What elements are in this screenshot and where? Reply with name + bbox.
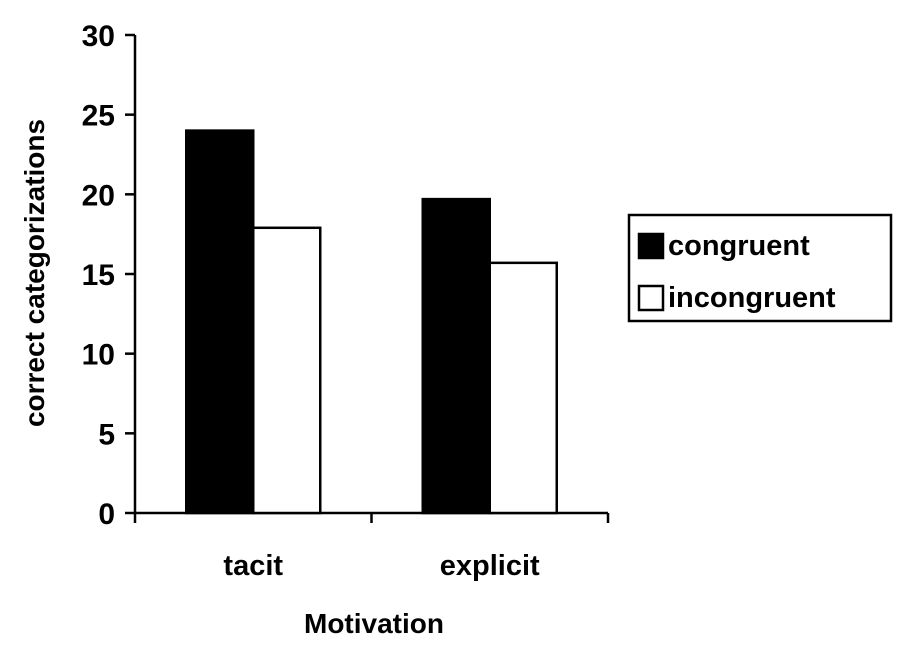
y-axis: 0 5 10 15 20 25 30 [82, 20, 137, 531]
legend-swatch [637, 232, 665, 260]
legend-box [627, 213, 893, 323]
bar-incongruent-explicit [488, 261, 558, 515]
y-tick-label: 10 [82, 339, 115, 372]
y-tick-label: 20 [82, 179, 115, 212]
y-tick-label: 15 [82, 259, 115, 292]
y-tick-label: 30 [82, 20, 115, 53]
bar-incongruent-tacit [252, 226, 322, 515]
legend-swatch [637, 284, 665, 312]
category-labels: tacit explicit [223, 550, 540, 582]
legend: congruent incongruent [627, 213, 893, 323]
y-axis-title: correct categorizations [19, 119, 50, 427]
y-tick-label: 0 [98, 498, 115, 531]
legend-label: congruent [668, 230, 810, 262]
x-axis-title: Motivation [304, 608, 444, 639]
y-tick-label: 25 [82, 100, 115, 133]
x-tick-label: explicit [440, 550, 540, 582]
bar-congruent-explicit [421, 197, 491, 515]
legend-label: incongruent [668, 282, 836, 314]
x-tick-label: tacit [223, 550, 283, 582]
bars [185, 129, 558, 515]
x-axis [133, 511, 610, 523]
y-tick-label: 5 [98, 418, 115, 451]
bar-congruent-tacit [185, 129, 255, 515]
